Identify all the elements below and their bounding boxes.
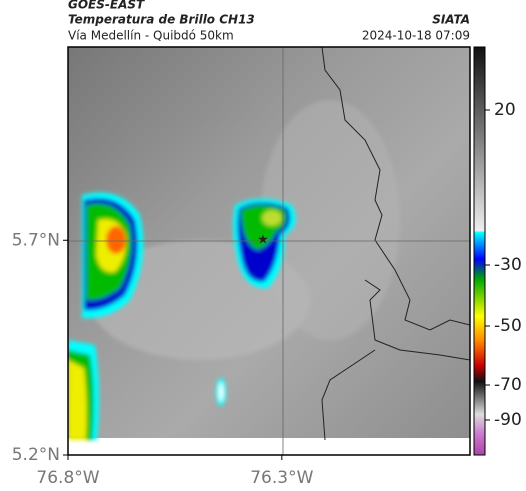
title: Temperatura de Brillo CH13: [68, 13, 255, 27]
satellite-image: ★: [68, 47, 470, 455]
colorbar-tick-label: -50: [494, 316, 522, 336]
subtitle: Vía Medellín - Quibdó 50km: [68, 29, 234, 43]
map-frame: [67, 46, 471, 456]
colorbar-tick-label: 20: [494, 100, 516, 120]
x-tick-label: 76.8°W: [36, 468, 99, 488]
svg-text:★: ★: [257, 233, 269, 248]
y-tick-label: 5.7°N: [12, 230, 60, 250]
timestamp: 2024-10-18 07:09: [362, 29, 470, 43]
colorbar-tick-label: -70: [494, 375, 522, 395]
x-tick-label: 76.3°W: [250, 468, 313, 488]
colorbar-tick-label: -30: [494, 255, 522, 275]
source: GOES-EAST: [68, 0, 145, 12]
y-tick-label: 5.2°N: [12, 445, 60, 465]
colorbar: [473, 46, 486, 456]
organization: SIATA: [432, 13, 470, 27]
colorbar-tick-label: -90: [494, 410, 522, 430]
axes: 76.8°W 76.3°W 5.2°N 5.7°N 20 -30 -50 -70 -90: [12, 100, 522, 488]
